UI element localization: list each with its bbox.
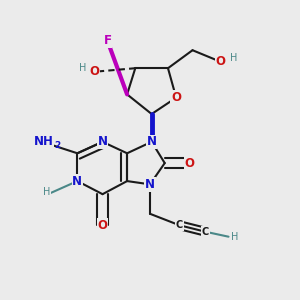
Text: H: H <box>231 232 239 242</box>
Text: O: O <box>89 65 99 78</box>
Text: NH: NH <box>34 135 54 148</box>
Text: O: O <box>184 157 194 169</box>
Text: H: H <box>43 187 51 196</box>
Text: O: O <box>98 219 108 232</box>
Text: H: H <box>79 63 87 73</box>
Text: O: O <box>215 55 225 68</box>
Text: 2: 2 <box>55 141 61 150</box>
Text: F: F <box>103 34 112 47</box>
Text: H: H <box>230 53 237 63</box>
Text: C: C <box>176 220 183 230</box>
Text: O: O <box>171 91 181 104</box>
Text: N: N <box>72 175 82 188</box>
Text: N: N <box>145 178 155 191</box>
Text: N: N <box>147 135 157 148</box>
Text: N: N <box>98 135 108 148</box>
Text: C: C <box>202 227 209 237</box>
